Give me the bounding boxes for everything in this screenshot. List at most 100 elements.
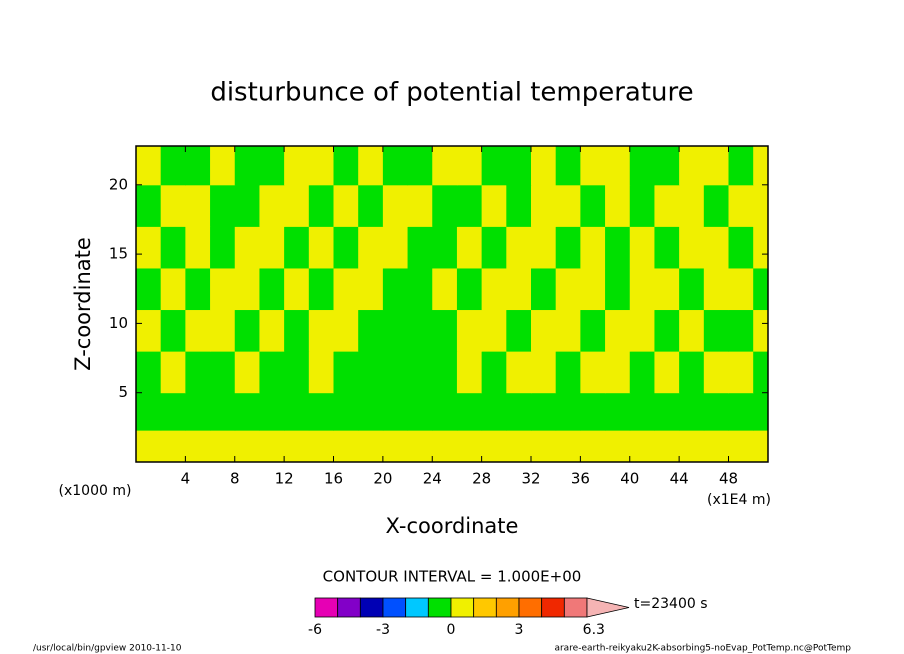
contour-cell — [382, 184, 409, 227]
contour-cell — [728, 146, 754, 186]
contour-cell — [432, 226, 458, 269]
contour-cell — [308, 309, 334, 352]
contour-cell — [136, 267, 162, 311]
contour-cell — [703, 226, 729, 269]
colorbar-box — [518, 597, 543, 618]
colorbar-box — [382, 597, 407, 618]
contour-cell — [284, 146, 310, 186]
contour-cell — [531, 430, 557, 462]
contour-cell — [382, 267, 409, 311]
contour-cell — [210, 226, 236, 269]
colorbar-box — [337, 597, 361, 618]
x-unit: (x1E4 m) — [707, 492, 771, 508]
contour-cell — [136, 392, 162, 431]
contour-cell — [160, 226, 186, 269]
y-axis-label: Z-coordinate — [71, 237, 95, 371]
contour-cell — [358, 392, 384, 431]
contour-cell — [629, 184, 655, 227]
plot-area — [136, 146, 768, 462]
contour-cell — [456, 351, 483, 394]
contour-cell — [605, 430, 631, 462]
contour-cell — [703, 351, 729, 394]
contour-cell — [531, 392, 557, 431]
contour-cell — [629, 430, 655, 462]
contour-cell — [284, 430, 310, 462]
x-tick-label: 24 — [423, 470, 442, 488]
colorbar-box — [563, 597, 588, 618]
contour-cell — [580, 184, 606, 227]
contour-cell — [481, 309, 507, 352]
x-tick-label: 8 — [230, 470, 240, 488]
contour-cell — [456, 309, 483, 352]
contour-cell — [308, 392, 334, 431]
contour-cell — [506, 226, 532, 269]
contour-cell — [580, 146, 606, 186]
contour-cell — [629, 226, 655, 269]
footer: /usr/local/bin/gpview 2010-11-10 — [33, 644, 182, 654]
contour-cell — [259, 184, 285, 227]
contour-cell — [555, 430, 581, 462]
contour-cell — [629, 392, 655, 431]
contour-cell — [259, 146, 285, 186]
contour-cell — [679, 351, 705, 394]
contour-cell — [753, 184, 768, 227]
contour-cell — [753, 226, 768, 269]
contour-cell — [432, 309, 458, 352]
contour-cell — [456, 392, 483, 431]
contour-cell — [284, 392, 310, 431]
contour-cell — [531, 267, 557, 311]
contour-cell — [555, 267, 581, 311]
contour-cell — [728, 392, 754, 431]
contour-cell — [136, 226, 162, 269]
contour-cell — [531, 226, 557, 269]
contour-cell — [753, 351, 768, 394]
contour-cell — [605, 392, 631, 431]
contour-cell — [382, 309, 409, 352]
contour-cell — [136, 430, 162, 462]
x-tick-label: 40 — [620, 470, 639, 488]
contour-cell — [284, 309, 310, 352]
contour-cell — [506, 309, 532, 352]
colorbar-box — [405, 597, 429, 618]
contour-cell — [728, 351, 754, 394]
contour-cell — [531, 351, 557, 394]
chart-title: disturbunce of potential temperature — [210, 78, 693, 108]
contour-cell — [185, 392, 211, 431]
contour-cell — [160, 392, 186, 431]
contour-cell — [259, 309, 285, 352]
footer: arare-earth-reikyaku2K-absorbing5-noEvap… — [554, 644, 851, 654]
contour-cell — [629, 267, 655, 311]
contour-cell — [703, 392, 729, 431]
colorbar-box — [541, 597, 565, 618]
contour-cell — [703, 430, 729, 462]
contour-cell — [284, 267, 310, 311]
contour-cell — [753, 267, 768, 311]
contour-cell — [234, 392, 260, 431]
contour-cell — [432, 267, 458, 311]
contour-cell — [160, 430, 186, 462]
contour-cell — [210, 146, 236, 186]
contour-cell — [259, 267, 285, 311]
y-tick-label: 20 — [109, 175, 128, 193]
contour-cell — [506, 146, 532, 186]
contour-cell — [259, 226, 285, 269]
y-tick-label: 15 — [109, 245, 128, 263]
contour-cell — [407, 146, 433, 186]
contour-cell — [703, 184, 729, 227]
contour-cell — [456, 146, 483, 186]
x-tick-label: 12 — [275, 470, 294, 488]
contour-cell — [629, 351, 655, 394]
contour-cell — [210, 392, 236, 431]
contour-cell — [407, 267, 433, 311]
contour-cell — [629, 146, 655, 186]
colorbar-tick-label: -6 — [308, 622, 322, 638]
contour-cell — [679, 226, 705, 269]
colorbar-box — [450, 597, 475, 618]
contour-cell — [753, 146, 768, 186]
contour-cell — [506, 351, 532, 394]
contour-cell — [234, 309, 260, 352]
contour-cell — [456, 226, 483, 269]
contour-cell — [185, 184, 211, 227]
contour-cell — [728, 430, 754, 462]
contour-cell — [654, 146, 680, 186]
